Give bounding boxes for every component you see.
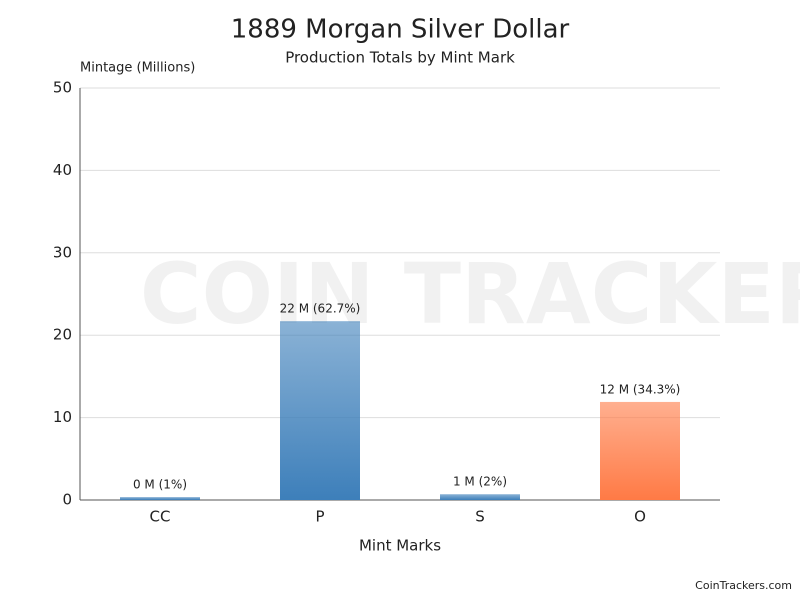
y-axis-label: Mintage (Millions) [80,61,195,76]
y-tick-label: 10 [53,408,72,426]
x-tick-label: S [475,508,485,526]
x-tick-label: CC [150,508,171,526]
chart-title: 1889 Morgan Silver Dollar [231,15,570,45]
y-tick-label: 30 [53,243,72,261]
x-axis-label: Mint Marks [359,537,441,555]
x-tick-label: P [315,508,324,526]
bar [120,497,200,500]
bar [440,494,520,500]
y-tick-label: 20 [53,326,72,344]
y-tick-label: 50 [53,79,72,97]
credit: CoinTrackers.com [695,579,792,592]
value-label: 0 M (1%) [133,478,187,492]
bar [600,401,680,500]
value-label: 12 M (34.3%) [600,382,681,396]
y-tick-label: 0 [62,491,72,509]
watermark: COIN TRACKERS [140,245,800,343]
value-label: 22 M (62.7%) [280,302,361,316]
y-tick-label: 40 [53,161,72,179]
x-tick-label: O [634,508,646,526]
value-label: 1 M (2%) [453,475,507,489]
bar [280,321,360,500]
chart-subtitle: Production Totals by Mint Mark [285,49,515,67]
